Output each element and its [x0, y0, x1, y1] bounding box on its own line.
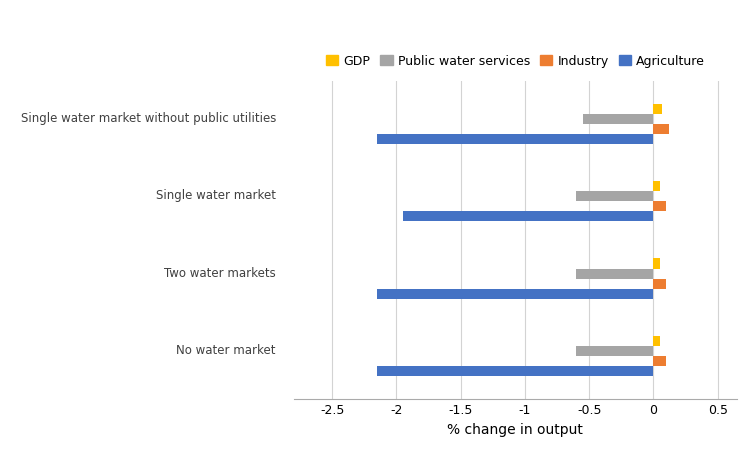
Bar [403, 212, 653, 222]
Text: No water market: No water market [177, 343, 276, 356]
Bar [653, 104, 663, 115]
Bar [653, 202, 666, 212]
Bar [378, 134, 653, 145]
Bar [653, 356, 666, 366]
Bar [576, 192, 653, 202]
Bar [653, 336, 660, 346]
Legend: GDP, Public water services, Industry, Agriculture: GDP, Public water services, Industry, Ag… [320, 50, 710, 73]
Bar [653, 279, 666, 289]
X-axis label: % change in output: % change in output [447, 422, 584, 436]
Bar [653, 124, 669, 134]
Bar [653, 259, 660, 269]
Bar [378, 289, 653, 299]
Bar [576, 269, 653, 279]
Bar [378, 366, 653, 376]
Bar [583, 115, 653, 124]
Text: Two water markets: Two water markets [164, 266, 276, 279]
Text: Single water market without public utilities: Single water market without public utili… [20, 111, 276, 124]
Bar [576, 346, 653, 356]
Text: Single water market: Single water market [156, 189, 276, 202]
Bar [653, 182, 660, 192]
